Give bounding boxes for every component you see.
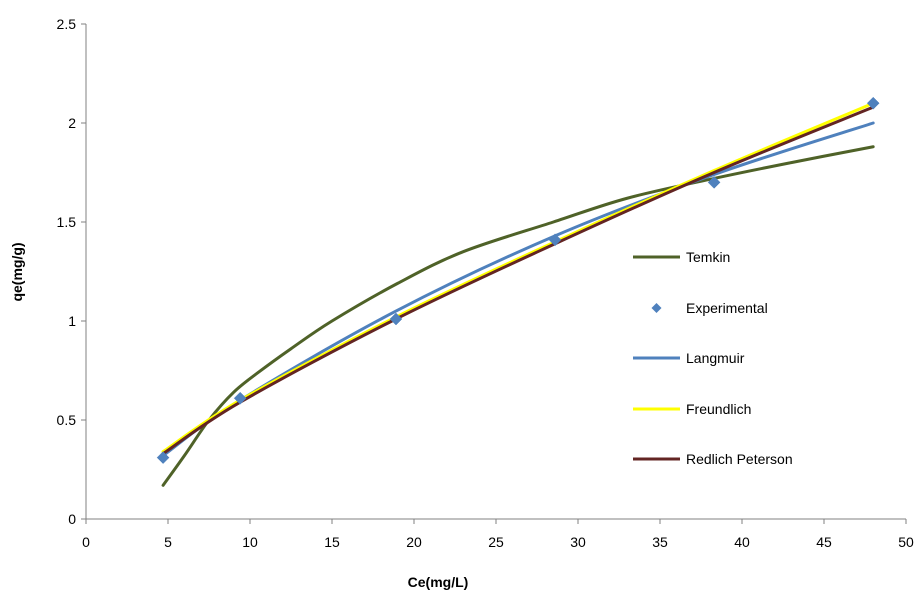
x-tick-label: 15 <box>324 534 340 550</box>
x-axis-title: Ce(mg/L) <box>408 574 469 590</box>
data-point-experimental <box>707 176 721 189</box>
x-tick-label: 5 <box>164 534 172 550</box>
data-point-experimental <box>389 312 403 326</box>
series-line-redlich-peterson <box>161 105 875 456</box>
y-tick-label: 0.5 <box>57 412 77 428</box>
y-tick-label: 2 <box>68 115 76 131</box>
legend-label-langmuir: Langmuir <box>686 350 745 366</box>
x-tick-label: 35 <box>652 534 668 550</box>
data-point-experimental <box>866 96 880 110</box>
legend: Temkin Experimental Langmuir Freundlich Redl… <box>633 249 793 467</box>
x-tick-label: 10 <box>242 534 258 550</box>
data-point-experimental <box>233 391 247 405</box>
x-tick-label: 40 <box>734 534 750 550</box>
y-axis-ticks: 0 0.5 1 1.5 2 2.5 <box>57 16 86 527</box>
data-point-experimental <box>156 451 170 464</box>
legend-marker-experimental <box>651 303 662 313</box>
y-tick-label: 1 <box>68 313 76 329</box>
x-axis-ticks: 0 5 10 15 20 25 30 35 40 45 50 <box>82 519 914 550</box>
y-tick-label: 0 <box>68 511 76 527</box>
y-tick-label: 2.5 <box>57 16 77 32</box>
series-line-temkin <box>161 145 875 487</box>
x-tick-label: 45 <box>816 534 832 550</box>
legend-label-freundlich: Freundlich <box>686 401 751 417</box>
series-line-langmuir <box>161 121 875 458</box>
legend-label-redlich-peterson: Redlich Peterson <box>686 451 793 467</box>
x-tick-label: 20 <box>406 534 422 550</box>
x-tick-label: 0 <box>82 534 90 550</box>
x-tick-label: 30 <box>570 534 586 550</box>
x-tick-label: 25 <box>488 534 504 550</box>
legend-label-temkin: Temkin <box>686 249 730 265</box>
data-point-experimental <box>548 233 562 247</box>
series-layer <box>156 96 880 487</box>
x-tick-label: 50 <box>898 534 914 550</box>
y-tick-label: 1.5 <box>57 214 77 230</box>
legend-label-experimental: Experimental <box>686 300 768 316</box>
y-axis-title: qe(mg/g) <box>9 242 25 301</box>
